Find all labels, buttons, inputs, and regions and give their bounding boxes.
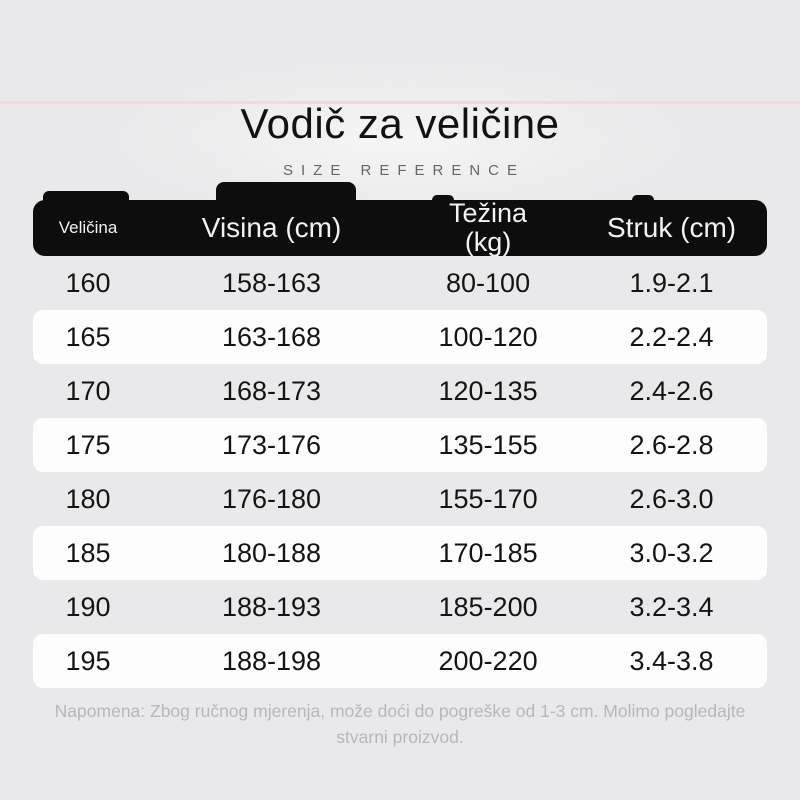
cell-size: 165 bbox=[65, 321, 111, 352]
table-row: 175 173-176 135-155 2.6-2.8 bbox=[33, 418, 767, 473]
cell-weight: 100-120 bbox=[438, 321, 538, 352]
cell-height: 180-188 bbox=[221, 537, 322, 568]
cell-height: 188-198 bbox=[221, 645, 322, 676]
cell-weight: 80-100 bbox=[446, 267, 531, 298]
cell-size: 170 bbox=[65, 375, 111, 406]
header-cell-waist: Struk (cm) bbox=[607, 212, 737, 244]
header-cell-height: Visina (cm) bbox=[201, 212, 342, 244]
cell-weight: 155-170 bbox=[438, 483, 538, 514]
cell-waist: 3.2-3.4 bbox=[629, 591, 714, 622]
page-subtitle: SIZE REFERENCE bbox=[282, 162, 526, 180]
cell-height: 188-193 bbox=[221, 591, 322, 622]
cell-size: 160 bbox=[65, 267, 111, 298]
cell-height: 176-180 bbox=[221, 483, 322, 514]
table-row: 180 176-180 155-170 2.6-3.0 bbox=[33, 472, 767, 526]
table-row: 195 188-198 200-220 3.4-3.8 bbox=[33, 634, 767, 689]
header-cell-weight: Težina (kg) bbox=[449, 198, 528, 258]
table-row: 190 188-193 185-200 3.2-3.4 bbox=[33, 580, 767, 634]
cell-height: 173-176 bbox=[221, 429, 322, 460]
header-bar-background bbox=[33, 200, 767, 257]
table-body: 160 158-163 80-100 1.9-2.1 165 163-168 1… bbox=[33, 256, 767, 689]
cell-waist: 2.6-2.8 bbox=[629, 429, 714, 460]
note-text: Napomena: Zbog ručnog mjerenja, može doć… bbox=[54, 701, 746, 748]
page-title: Vodič za veličine bbox=[240, 100, 560, 147]
cell-height: 158-163 bbox=[221, 267, 322, 298]
table-row: 185 180-188 170-185 3.0-3.2 bbox=[33, 526, 767, 581]
table-row: 165 163-168 100-120 2.2-2.4 bbox=[33, 310, 767, 365]
cell-size: 190 bbox=[65, 591, 111, 622]
cell-waist: 3.0-3.2 bbox=[629, 537, 714, 568]
cell-height: 163-168 bbox=[221, 321, 322, 352]
cell-waist: 2.6-3.0 bbox=[629, 483, 714, 514]
cell-waist: 1.9-2.1 bbox=[629, 267, 714, 298]
cell-weight: 170-185 bbox=[438, 537, 538, 568]
cell-waist: 2.4-2.6 bbox=[629, 375, 714, 406]
cell-waist: 3.4-3.8 bbox=[629, 645, 714, 676]
header-cell-size: Veličina bbox=[58, 218, 118, 238]
cell-size: 175 bbox=[65, 429, 111, 460]
table-row: 160 158-163 80-100 1.9-2.1 bbox=[33, 256, 767, 310]
cell-size: 195 bbox=[65, 645, 111, 676]
cell-weight: 200-220 bbox=[438, 645, 538, 676]
cell-waist: 2.2-2.4 bbox=[629, 321, 714, 352]
table-header: Veličina Visina (cm) Težina (kg) Struk (… bbox=[33, 182, 767, 258]
cell-weight: 135-155 bbox=[438, 429, 538, 460]
cell-weight: 185-200 bbox=[438, 591, 538, 622]
cell-size: 180 bbox=[65, 483, 111, 514]
cell-size: 185 bbox=[65, 537, 111, 568]
cell-height: 168-173 bbox=[221, 375, 322, 406]
size-table: Veličina Visina (cm) Težina (kg) Struk (… bbox=[33, 182, 767, 689]
table-row: 170 168-173 120-135 2.4-2.6 bbox=[33, 364, 767, 418]
top-accent-line bbox=[0, 101, 800, 104]
cell-weight: 120-135 bbox=[438, 375, 538, 406]
